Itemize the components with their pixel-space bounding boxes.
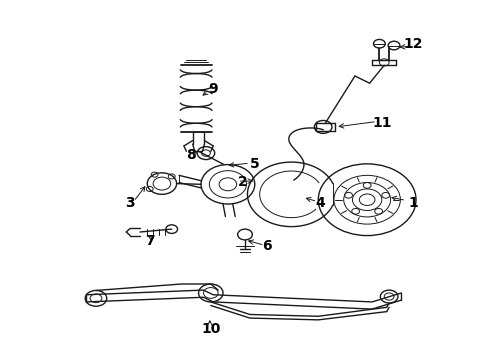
Text: 6: 6 (262, 239, 272, 253)
Text: 3: 3 (125, 196, 135, 210)
Text: 1: 1 (409, 196, 418, 210)
Text: 10: 10 (201, 322, 220, 336)
Text: 9: 9 (208, 82, 218, 95)
Text: 5: 5 (250, 157, 260, 171)
Text: 4: 4 (316, 196, 326, 210)
Text: 2: 2 (238, 175, 247, 189)
Text: 12: 12 (404, 37, 423, 51)
Text: 8: 8 (186, 148, 196, 162)
Text: 7: 7 (145, 234, 154, 248)
Text: 11: 11 (372, 116, 392, 130)
